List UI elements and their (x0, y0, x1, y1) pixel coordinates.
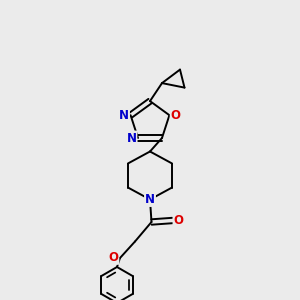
Text: O: O (108, 251, 118, 264)
Text: O: O (173, 214, 184, 227)
Text: N: N (126, 131, 136, 145)
Text: N: N (145, 193, 155, 206)
Text: N: N (119, 109, 129, 122)
Text: O: O (171, 109, 181, 122)
